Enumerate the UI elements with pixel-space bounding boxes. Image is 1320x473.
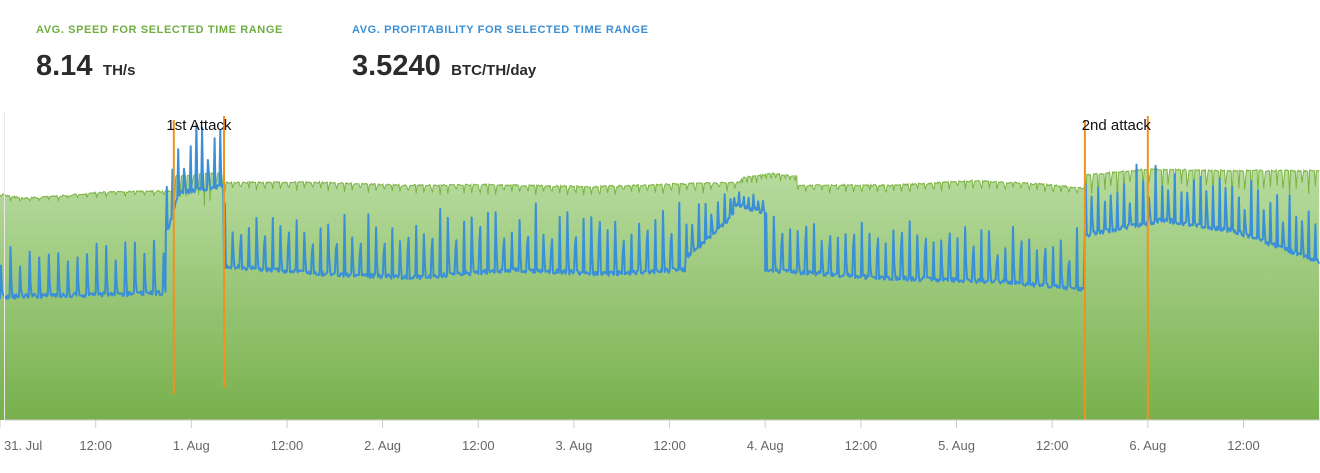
- avg-profitability-stat: AVG. PROFITABILITY FOR SELECTED TIME RAN…: [352, 24, 649, 83]
- x-tick-label: 5. Aug: [938, 438, 975, 453]
- chart-left-border: [4, 112, 5, 420]
- plot-area: [0, 123, 1320, 420]
- avg-profitability-label: AVG. PROFITABILITY FOR SELECTED TIME RAN…: [352, 24, 649, 36]
- avg-profitability-value: 3.5240: [352, 50, 441, 82]
- avg-profitability-unit: BTC/TH/day: [451, 62, 537, 79]
- avg-speed-value: 8.14: [36, 50, 93, 82]
- x-tick-label: 6. Aug: [1129, 438, 1166, 453]
- chart-svg[interactable]: 1st Attack 2nd attack 31. Jul 12:00 1. Aug 1…: [0, 112, 1320, 473]
- attack-1-label: 1st Attack: [166, 117, 232, 134]
- x-axis: 31. Jul 12:00 1. Aug 12:00 2. Aug 12:00 3. Aug…: [0, 420, 1260, 453]
- profitability-line: [0, 123, 1320, 300]
- speed-area: [0, 168, 1320, 420]
- x-tick-label: 2. Aug: [364, 438, 401, 453]
- avg-speed-label: AVG. SPEED FOR SELECTED TIME RANGE: [36, 24, 283, 36]
- x-tick-label: 3. Aug: [555, 438, 592, 453]
- x-tick-label: 1. Aug: [173, 438, 210, 453]
- avg-speed-unit: TH/s: [102, 62, 136, 79]
- x-tick-label: 12:00: [271, 438, 304, 453]
- avg-speed-stat: AVG. SPEED FOR SELECTED TIME RANGE 8.14 …: [36, 24, 283, 83]
- avg-speed-value-row: 8.14 TH/s: [36, 50, 283, 83]
- attack-annotations: 1st Attack 2nd attack: [166, 116, 1151, 420]
- hashrate-chart[interactable]: 1st Attack 2nd attack 31. Jul 12:00 1. Aug 1…: [0, 112, 1320, 473]
- x-tick-label: 12:00: [845, 438, 878, 453]
- x-tick-label: 12:00: [462, 438, 495, 453]
- stats-header: AVG. SPEED FOR SELECTED TIME RANGE 8.14 …: [0, 0, 1320, 112]
- attack-2-label: 2nd attack: [1082, 117, 1152, 134]
- x-tick-label: 12:00: [79, 438, 112, 453]
- x-tick-label: 12:00: [653, 438, 686, 453]
- x-tick-label: 4. Aug: [747, 438, 784, 453]
- x-tick-label: 12:00: [1227, 438, 1260, 453]
- x-tick-label: 12:00: [1036, 438, 1069, 453]
- x-tick-label: 31. Jul: [4, 438, 42, 453]
- avg-profitability-value-row: 3.5240 BTC/TH/day: [352, 50, 649, 83]
